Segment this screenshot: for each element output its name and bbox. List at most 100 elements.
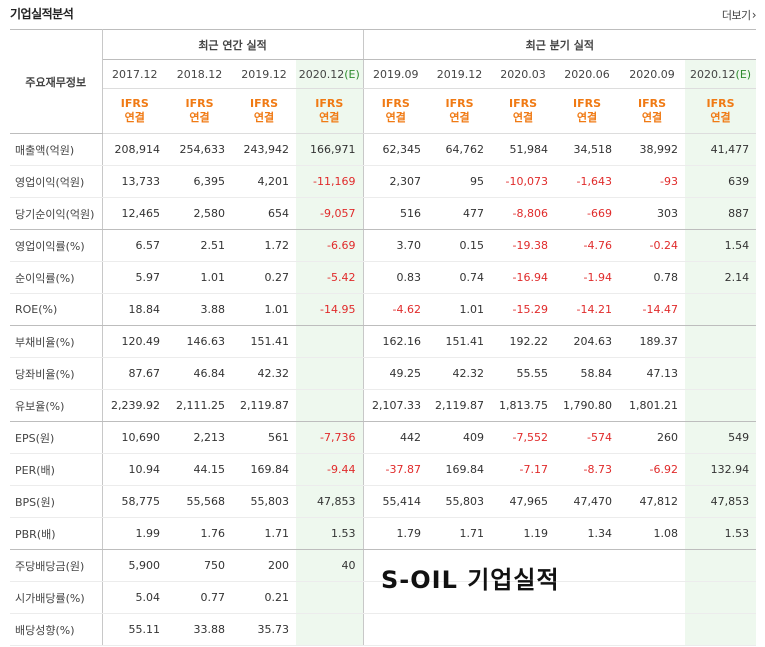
table-row: BPS(원) 58,775 55,568 55,803 47,853 55,414 55,8… bbox=[10, 485, 757, 518]
table-cell bbox=[619, 613, 686, 646]
consolidated-label: 연결 bbox=[385, 111, 406, 124]
table-row: 영업이익률(%) 6.57 2.51 1.72 -6.69 3.70 0.15 -19.38-… bbox=[10, 229, 757, 262]
financial-table: 주요재무정보 최근 연간 실적 최근 분기 실적 2017.12 2018.12 2… bbox=[10, 29, 757, 646]
table-cell: 192.22 bbox=[491, 325, 556, 358]
period-header: 2019.12 bbox=[428, 59, 492, 89]
table-cell: 34,518 bbox=[555, 133, 620, 166]
table-cell: -4.76 bbox=[555, 229, 620, 262]
table-cell: -16.94 bbox=[491, 261, 556, 294]
table-cell: 55,803 bbox=[232, 485, 296, 518]
table-cell bbox=[619, 549, 686, 582]
table-cell: 1.54 bbox=[685, 229, 757, 262]
table-cell: -37.87 bbox=[362, 453, 429, 486]
ifrs-label: IFRS bbox=[445, 97, 474, 110]
ifrs-label: IFRS bbox=[381, 97, 410, 110]
table-cell: 0.78 bbox=[619, 261, 686, 294]
row-label: 주당배당금(원) bbox=[10, 549, 103, 582]
standard-header: IFRS 연결 bbox=[296, 88, 364, 134]
table-cell bbox=[555, 549, 620, 582]
table-cell: -8,806 bbox=[491, 197, 556, 230]
table-cell: 0.15 bbox=[428, 229, 492, 262]
more-link[interactable]: 더보기› bbox=[722, 7, 757, 23]
table-cell bbox=[296, 325, 364, 358]
table-cell: -9.44 bbox=[296, 453, 364, 486]
period-label: 2019.12 bbox=[241, 67, 287, 81]
row-label-header: 주요재무정보 bbox=[10, 29, 103, 134]
table-cell: 1.34 bbox=[555, 517, 620, 550]
table-cell: -15.29 bbox=[491, 293, 556, 326]
table-cell: 46.84 bbox=[167, 357, 232, 390]
table-row: 당기순이익(억원) 12,465 2,580 654 -9,057 516 477 -8,80… bbox=[10, 197, 757, 230]
row-label: 유보율(%) bbox=[10, 389, 103, 422]
table-cell bbox=[491, 549, 556, 582]
row-label: ROE(%) bbox=[10, 293, 103, 326]
table-cell: 2,107.33 bbox=[362, 389, 429, 422]
table-cell: 1.19 bbox=[491, 517, 556, 550]
row-label: 시가배당률(%) bbox=[10, 581, 103, 614]
row-label: 순이익률(%) bbox=[10, 261, 103, 294]
consolidated-label: 연결 bbox=[189, 111, 210, 124]
table-cell: 654 bbox=[232, 197, 296, 230]
table-cell: 3.70 bbox=[362, 229, 429, 262]
table-cell: 55,568 bbox=[167, 485, 232, 518]
table-cell: 10.94 bbox=[102, 453, 167, 486]
table-cell bbox=[296, 357, 364, 390]
table-cell: -8.73 bbox=[555, 453, 620, 486]
table-cell: 3.88 bbox=[167, 293, 232, 326]
table-cell: 1.01 bbox=[167, 261, 232, 294]
table-cell: 254,633 bbox=[167, 133, 232, 166]
table-cell: 49.25 bbox=[362, 357, 429, 390]
consolidated-label: 연결 bbox=[253, 111, 275, 124]
period-label: 2018.12 bbox=[176, 67, 223, 81]
table-cell: 58.84 bbox=[555, 357, 620, 390]
table-cell: 561 bbox=[232, 421, 296, 454]
table-cell: 1.01 bbox=[428, 293, 492, 326]
row-label: 배당성향(%) bbox=[10, 613, 103, 646]
table-cell: 87.67 bbox=[102, 357, 167, 390]
annual-group-header: 최근 연간 실적 bbox=[102, 29, 364, 60]
table-cell: 64,762 bbox=[428, 133, 492, 166]
table-cell: 6.57 bbox=[102, 229, 167, 262]
table-cell: 95 bbox=[428, 165, 492, 198]
row-label: PBR(배) bbox=[10, 517, 103, 550]
table-cell: -6.92 bbox=[619, 453, 686, 486]
table-cell: 2,213 bbox=[167, 421, 232, 454]
ifrs-label: IFRS bbox=[638, 97, 667, 110]
consolidated-label: 연결 bbox=[576, 111, 598, 124]
period-label: 2020.09 bbox=[629, 67, 675, 81]
table-cell: 33.88 bbox=[167, 613, 232, 646]
table-cell bbox=[685, 549, 757, 582]
table-cell: 1.01 bbox=[232, 293, 296, 326]
row-label: 영업이익(억원) bbox=[10, 165, 103, 198]
period-label: 2019.12 bbox=[436, 67, 483, 81]
table-row: 유보율(%) 2,239.92 2,111.25 2,119.87 2,107.33 2,… bbox=[10, 389, 757, 422]
table-cell: -93 bbox=[619, 165, 686, 198]
table-cell: 0.83 bbox=[362, 261, 429, 294]
table-cell: -11,169 bbox=[296, 165, 364, 198]
period-label: 2020.12 bbox=[298, 67, 345, 81]
period-label: 2019.09 bbox=[373, 67, 419, 81]
table-cell: 35.73 bbox=[232, 613, 296, 646]
standard-header: IFRS 연결 bbox=[555, 88, 620, 134]
standard-header: IFRS 연결 bbox=[428, 88, 492, 134]
period-header: 2020.12(E) bbox=[296, 59, 364, 89]
table-cell: 5.04 bbox=[102, 581, 167, 614]
period-label: 2017.12 bbox=[112, 67, 158, 81]
table-cell: 55,803 bbox=[428, 485, 492, 518]
table-cell: 47,470 bbox=[555, 485, 620, 518]
row-label: 당기순이익(억원) bbox=[10, 197, 103, 230]
table-cell: 47.13 bbox=[619, 357, 686, 390]
table-row: 순이익률(%) 5.97 1.01 0.27 -5.42 0.83 0.74 -16.94 -1… bbox=[10, 261, 757, 294]
table-cell: 1,813.75 bbox=[491, 389, 556, 422]
table-cell: 47,812 bbox=[619, 485, 686, 518]
table-cell: 200 bbox=[232, 549, 296, 582]
table-cell: 2,111.25 bbox=[167, 389, 232, 422]
table-cell bbox=[685, 581, 757, 614]
table-cell bbox=[491, 613, 556, 646]
period-label: 2020.03 bbox=[500, 67, 546, 81]
table-cell: 146.63 bbox=[167, 325, 232, 358]
table-cell: -14.47 bbox=[619, 293, 686, 326]
table-cell: 887 bbox=[685, 197, 757, 230]
table-cell: 47,965 bbox=[491, 485, 556, 518]
consolidated-label: 연결 bbox=[319, 111, 340, 124]
